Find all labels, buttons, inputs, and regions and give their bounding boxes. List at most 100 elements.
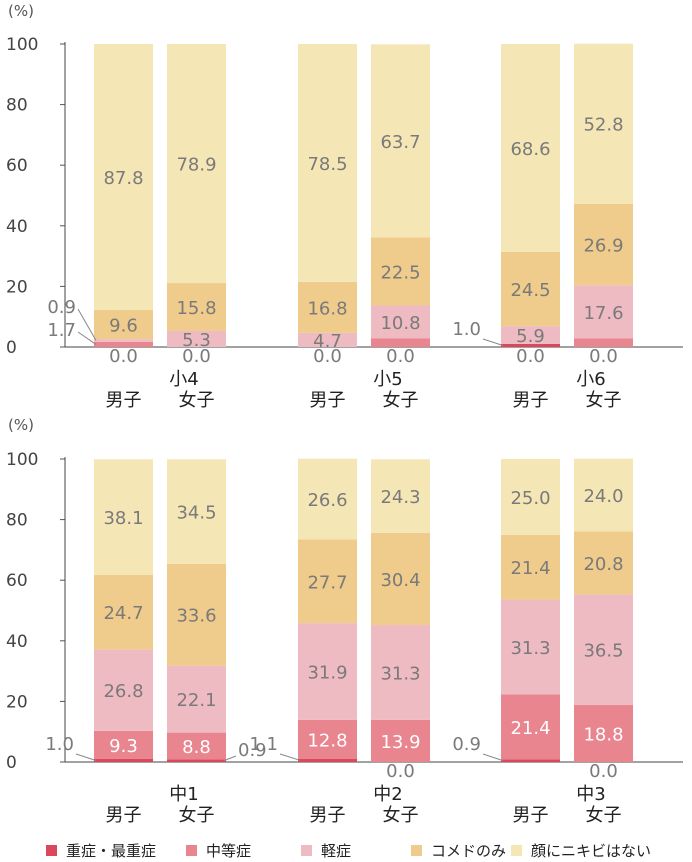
bar-segment bbox=[298, 719, 357, 759]
bar-category-label: 女子 bbox=[179, 390, 215, 411]
bar-segment bbox=[298, 332, 357, 347]
y-tick-label: 0 bbox=[6, 338, 17, 358]
segment-value-label: 52.8 bbox=[583, 115, 623, 136]
y-tick-label: 100 bbox=[6, 35, 38, 55]
bar-segment bbox=[574, 705, 633, 762]
segment-value-label: 4.7 bbox=[313, 331, 342, 352]
bar-segment bbox=[501, 534, 560, 600]
bar-segment bbox=[371, 532, 430, 626]
bar-category-label: 女子 bbox=[586, 390, 622, 411]
segment-value-label: 21.4 bbox=[510, 718, 550, 739]
bar-segment bbox=[94, 339, 153, 342]
bar-category-label: 男子 bbox=[106, 390, 142, 411]
grade-label: 中2 bbox=[373, 784, 402, 805]
segment-value-label: 33.6 bbox=[176, 606, 216, 627]
leader-line bbox=[223, 755, 237, 762]
bar-category-label: 男子 bbox=[513, 805, 549, 826]
bar-category-label: 男子 bbox=[106, 805, 142, 826]
segment-value-label: 0.0 bbox=[182, 346, 211, 367]
bar-segment bbox=[94, 649, 153, 731]
y-tick-label: 100 bbox=[6, 450, 38, 470]
segment-value-label: 17.6 bbox=[583, 303, 623, 324]
segment-value-label: 24.5 bbox=[510, 280, 550, 301]
bar-segment bbox=[94, 574, 153, 650]
bar-segment bbox=[574, 594, 633, 706]
bar-category-label: 男子 bbox=[513, 390, 549, 411]
segment-value-label: 38.1 bbox=[103, 508, 143, 529]
segment-value-label: 5.9 bbox=[516, 326, 545, 347]
segment-value-label: 1.7 bbox=[47, 320, 76, 341]
bar-segment bbox=[167, 759, 226, 762]
bar-category-label: 男子 bbox=[310, 805, 346, 826]
segment-value-label: 12.8 bbox=[307, 730, 347, 751]
segment-value-label: 22.1 bbox=[176, 690, 216, 711]
segment-value-label: 78.5 bbox=[307, 154, 347, 175]
segment-value-label: 31.3 bbox=[380, 663, 420, 684]
segment-value-label: 27.7 bbox=[307, 572, 347, 593]
bar-segment bbox=[94, 310, 153, 340]
bar-segment bbox=[298, 758, 357, 762]
segment-value-label: 26.9 bbox=[583, 235, 623, 256]
bar-segment bbox=[574, 458, 633, 532]
bar-segment bbox=[167, 732, 226, 760]
segment-value-label: 5.3 bbox=[182, 330, 211, 351]
segment-value-label: 24.7 bbox=[103, 603, 143, 624]
segment-value-label: 0.0 bbox=[589, 761, 618, 782]
grade-label: 小4 bbox=[169, 369, 198, 390]
segment-value-label: 34.5 bbox=[176, 503, 216, 524]
legend-label: コメドのみ bbox=[431, 842, 506, 860]
segment-value-label: 30.4 bbox=[380, 570, 420, 591]
segment-value-label: 15.8 bbox=[176, 298, 216, 319]
grade-label: 中3 bbox=[576, 784, 605, 805]
bar-category-label: 女子 bbox=[179, 805, 215, 826]
segment-value-label: 78.9 bbox=[176, 155, 216, 176]
bar-segment bbox=[298, 44, 357, 282]
y-tick-label: 20 bbox=[6, 277, 28, 297]
leader-line bbox=[77, 331, 97, 345]
legend-swatch bbox=[511, 845, 522, 856]
bar-segment bbox=[298, 281, 357, 333]
bar-segment bbox=[94, 459, 153, 575]
segment-value-label: 20.8 bbox=[583, 554, 623, 575]
segment-value-label: 26.6 bbox=[307, 490, 347, 511]
segment-value-label: 25.0 bbox=[510, 488, 550, 509]
segment-value-label: 1.0 bbox=[452, 319, 481, 340]
grade-label: 小6 bbox=[576, 369, 605, 390]
bar-category-label: 女子 bbox=[586, 805, 622, 826]
y-tick-label: 60 bbox=[6, 571, 28, 591]
bar-segment bbox=[167, 459, 226, 564]
bar-segment bbox=[167, 665, 226, 733]
unit-label: (%) bbox=[8, 416, 34, 434]
leader-line bbox=[75, 753, 97, 761]
y-tick-label: 20 bbox=[6, 692, 28, 712]
segment-value-label: 87.8 bbox=[103, 168, 143, 189]
bar-category-label: 女子 bbox=[383, 390, 419, 411]
legend-label: 中等症 bbox=[206, 842, 251, 860]
bar-segment bbox=[371, 237, 430, 306]
bar-segment bbox=[94, 758, 153, 762]
bar-segment bbox=[298, 458, 357, 540]
y-tick-label: 60 bbox=[6, 156, 28, 176]
y-tick-label: 80 bbox=[6, 96, 28, 116]
segment-value-label: 13.9 bbox=[380, 732, 420, 753]
bar-segment bbox=[501, 459, 560, 535]
legend-label: 重症・最重症 bbox=[66, 842, 156, 860]
segment-value-label: 1.1 bbox=[249, 734, 278, 755]
bar-segment bbox=[371, 338, 430, 347]
segment-value-label: 0.0 bbox=[386, 761, 415, 782]
bar-segment bbox=[574, 203, 633, 286]
leader-line bbox=[77, 308, 97, 341]
y-tick-label: 80 bbox=[6, 511, 28, 531]
segment-value-label: 0.0 bbox=[516, 346, 545, 367]
segment-value-label: 26.8 bbox=[103, 681, 143, 702]
grade-label: 中1 bbox=[169, 784, 198, 805]
bar-segment bbox=[94, 341, 153, 347]
segment-value-label: 21.4 bbox=[510, 558, 550, 579]
segment-value-label: 68.6 bbox=[510, 139, 550, 160]
bar-segment bbox=[167, 563, 226, 666]
legend-swatch bbox=[186, 845, 197, 856]
segment-value-label: 10.8 bbox=[380, 313, 420, 334]
bar-segment bbox=[501, 599, 560, 695]
segment-value-label: 0.9 bbox=[452, 734, 481, 755]
bar-segment bbox=[298, 623, 357, 720]
